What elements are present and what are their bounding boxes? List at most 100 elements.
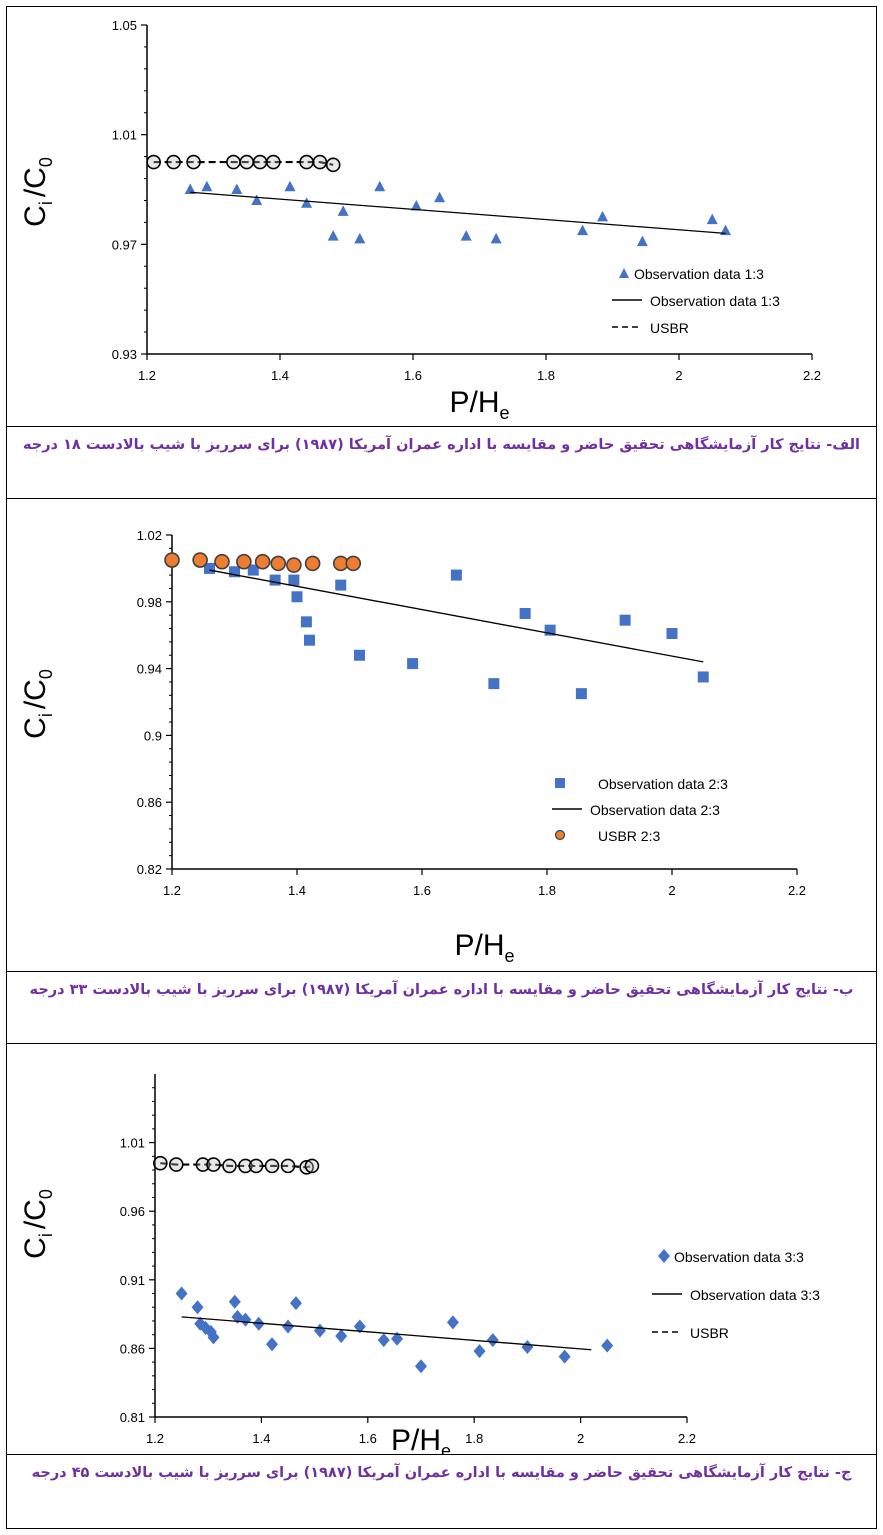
observation-point (354, 649, 365, 661)
observation-point (239, 1312, 252, 1327)
x-tick-label: 1.6 (359, 1431, 377, 1446)
observation-point (207, 1330, 220, 1345)
observation-point (601, 1338, 614, 1353)
y-tick-label: 0.82 (137, 862, 162, 877)
observation-point (407, 658, 419, 670)
observation-point (521, 1340, 534, 1355)
observation-point (184, 183, 196, 194)
legend-label: Observation data 1:3 (650, 293, 780, 309)
usbr-point (166, 154, 181, 170)
observation-point (597, 210, 609, 222)
chart-panel-c: 0.81 0.86 0.91 0.96 1.01 1.2 1.4 1.6 1.8 2 2.2 Ci/C… (7, 1044, 876, 1455)
x-tick-label: 1.8 (465, 1431, 483, 1446)
usbr-point (254, 553, 271, 570)
y-tick-label: 0.97 (112, 237, 137, 252)
x-tick-label: 1.2 (163, 883, 181, 898)
x-tick-label: 1.8 (537, 368, 555, 383)
usbr-point (195, 1157, 211, 1172)
observation-point (175, 1286, 188, 1301)
observation-point (446, 1315, 459, 1330)
observation-point (251, 194, 263, 205)
observation-point (247, 564, 259, 576)
usbr-point (264, 1158, 280, 1174)
x-tick-label: 1.6 (413, 883, 431, 898)
observation-point (706, 213, 718, 225)
usbr-point (206, 1157, 221, 1172)
observation-point (304, 634, 315, 646)
observation-point (231, 183, 243, 194)
usbr-point (286, 557, 302, 573)
observation-point (697, 671, 709, 683)
observation-point (191, 1300, 204, 1315)
trend-line (209, 569, 704, 663)
y-tick-label: 0.98 (137, 595, 162, 610)
observation-point (337, 205, 349, 216)
x-tick-label: 1.8 (538, 883, 556, 898)
legend-label: Observation data 2:3 (598, 776, 728, 792)
usbr-point (312, 154, 328, 170)
y-tick-label: 0.91 (120, 1273, 145, 1288)
observation-point (266, 1337, 279, 1352)
legend-marker (658, 1249, 670, 1263)
y-tick-label: 0.81 (120, 1410, 145, 1425)
observation-point (327, 230, 339, 241)
usbr-point (252, 154, 268, 170)
x-tick-label: 2 (675, 368, 682, 383)
usbr-point (299, 154, 314, 170)
usbr-point (304, 555, 321, 572)
chart-a: 0.93 0.97 1.01 1.05 1.2 1.4 1.6 1.8 2 2.2 Ci/C0 P/H… (19, 18, 821, 423)
figure-table: 0.93 0.97 1.01 1.05 1.2 1.4 1.6 1.8 2 2.2 Ci/C0 P/H… (6, 6, 877, 1529)
caption-b: ب- نتایج کار آزمایشگاهی تحقیق حاضر و مقا… (29, 982, 854, 998)
observation-point (228, 1294, 241, 1309)
y-axis-label: Ci/C0 (19, 1189, 56, 1259)
observation-point (229, 566, 240, 578)
y-tick-label: 1.02 (137, 528, 162, 543)
usbr-point (146, 154, 161, 170)
observation-point (204, 1324, 217, 1339)
usbr-point (248, 1158, 264, 1174)
usbr-point (299, 1159, 314, 1175)
y-tick-label: 0.93 (112, 347, 137, 362)
usbr-point (192, 552, 208, 568)
legend-label: Observation data 1:3 (634, 266, 764, 282)
x-tick-label: 1.4 (252, 1431, 270, 1446)
usbr-point (266, 154, 281, 170)
observation-point (577, 224, 589, 236)
observation-point (291, 591, 303, 603)
observation-point (410, 199, 422, 211)
x-tick-label: 2 (577, 1431, 584, 1446)
observation-point (300, 616, 312, 628)
x-axis-label: P/He (449, 386, 509, 423)
observation-point (558, 1349, 571, 1364)
observation-point (289, 1296, 302, 1311)
trend-line (181, 1316, 592, 1351)
usbr-point (236, 553, 252, 570)
observation-point (415, 1359, 427, 1374)
legend-marker (554, 829, 566, 841)
chart-panel-a: 0.93 0.97 1.01 1.05 1.2 1.4 1.6 1.8 2 2.2 Ci/C0 P/H… (7, 7, 876, 427)
y-axis-label: Ci/C0 (19, 669, 56, 739)
usbr-point (325, 157, 341, 173)
x-tick-label: 1.2 (138, 368, 156, 383)
x-tick-label: 2.2 (803, 368, 821, 383)
x-tick-label: 2.2 (788, 883, 806, 898)
usbr-point (345, 555, 362, 572)
legend-label: USBR (690, 1325, 729, 1341)
chart-c: 0.81 0.86 0.91 0.96 1.01 1.2 1.4 1.6 1.8 2 2.2 Ci/C… (19, 1074, 820, 1455)
usbr-point (214, 553, 230, 570)
observation-point (434, 191, 446, 203)
observation-point (391, 1331, 404, 1346)
y-tick-label: 1.01 (112, 128, 137, 143)
observation-point (284, 180, 296, 192)
observation-point (335, 1329, 348, 1344)
x-tick-label: 2 (668, 883, 675, 898)
usbr-point (164, 552, 180, 568)
observation-point (619, 614, 631, 626)
observation-point (666, 628, 678, 640)
observation-point (490, 232, 502, 244)
legend-marker (619, 268, 629, 278)
observation-point (473, 1344, 486, 1359)
observation-point (269, 574, 281, 586)
y-axis-label: Ci/C0 (19, 157, 56, 227)
x-tick-label: 2.2 (678, 1431, 696, 1446)
